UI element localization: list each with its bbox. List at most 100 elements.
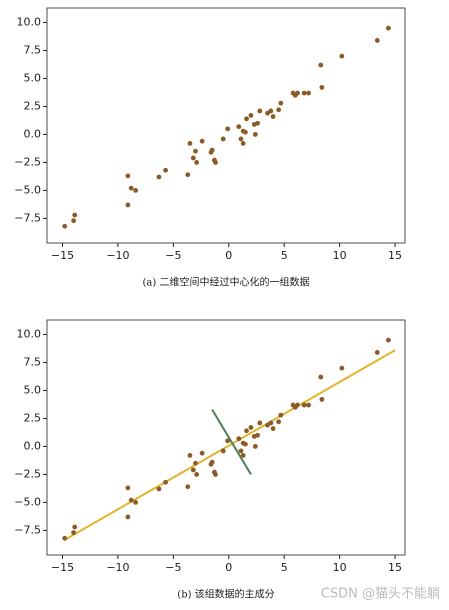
point	[276, 107, 282, 113]
point	[125, 514, 131, 520]
caption: (b) 该组数据的主成分	[177, 588, 274, 601]
plot-frame	[46, 319, 406, 556]
point	[295, 402, 300, 408]
x-tick-label: −5	[165, 249, 181, 262]
x-tick-label: −15	[51, 561, 74, 574]
caption: (a) 二维空间中经过中心化的一组数据	[143, 276, 310, 289]
point	[128, 497, 134, 503]
point	[244, 428, 249, 434]
x-tick-label: 0	[225, 561, 232, 574]
point	[185, 172, 191, 178]
point	[213, 472, 218, 477]
point	[248, 425, 254, 430]
point	[268, 420, 274, 426]
point	[71, 218, 77, 224]
point	[319, 85, 325, 90]
point	[209, 147, 215, 153]
point	[156, 486, 162, 492]
point	[190, 467, 196, 473]
point	[242, 129, 248, 135]
point	[213, 160, 218, 165]
y-tick-label: 2.5	[24, 411, 42, 424]
point	[240, 453, 246, 458]
point	[199, 450, 205, 456]
point	[128, 185, 134, 191]
point	[295, 90, 300, 96]
point	[238, 448, 244, 454]
y-tick-label: 10.0	[17, 328, 42, 341]
point	[185, 484, 191, 490]
point	[62, 535, 68, 541]
x-tick-label: 5	[281, 249, 288, 262]
point	[125, 202, 131, 208]
point	[225, 438, 231, 444]
point	[278, 412, 284, 418]
point	[199, 138, 205, 144]
point	[257, 108, 263, 114]
point	[236, 124, 242, 130]
point	[125, 173, 131, 179]
y-tick-label: −2.5	[14, 467, 41, 480]
y-tick-label: 0.0	[24, 127, 42, 140]
point	[255, 432, 260, 438]
y-tick-label: 5.0	[24, 72, 42, 85]
point	[301, 90, 307, 96]
watermark: CSDN @猫头不能躺	[321, 586, 440, 602]
y-tick-label: 7.5	[24, 356, 42, 369]
point	[156, 174, 162, 180]
x-tick-label: 5	[281, 561, 288, 574]
y-tick-label: −7.5	[14, 523, 41, 536]
y-tick-label: −5.0	[14, 495, 41, 508]
point	[319, 397, 325, 402]
point	[301, 402, 307, 408]
x-tick-label: 10	[333, 561, 347, 574]
point	[252, 132, 258, 137]
x-tick-label: 10	[333, 249, 347, 262]
point	[194, 472, 200, 477]
x-tick-label: 0	[225, 249, 232, 262]
point	[193, 148, 198, 154]
y-tick-label: 2.5	[24, 99, 42, 112]
x-tick-label: −10	[106, 561, 129, 574]
point	[133, 188, 139, 193]
point	[248, 113, 254, 118]
point	[306, 402, 311, 408]
point	[163, 167, 168, 173]
point	[194, 160, 200, 165]
point	[193, 460, 198, 466]
point	[242, 441, 248, 447]
point	[125, 485, 131, 491]
y-tick-label: 5.0	[24, 384, 42, 397]
point	[133, 500, 139, 505]
point	[225, 126, 231, 132]
point	[268, 108, 274, 114]
y-tick-label: 0.0	[24, 439, 42, 452]
point	[306, 90, 311, 96]
point	[236, 436, 242, 442]
point	[278, 100, 284, 106]
point	[257, 420, 263, 426]
component-line	[63, 349, 396, 542]
x-tick-label: −15	[51, 249, 74, 262]
point	[270, 426, 276, 431]
x-tick-label: −5	[165, 561, 181, 574]
point	[374, 350, 380, 355]
point	[238, 136, 244, 142]
point	[71, 530, 77, 536]
point	[385, 337, 391, 343]
point	[62, 223, 68, 229]
point	[72, 212, 78, 218]
point	[339, 365, 345, 371]
y-tick-label: −7.5	[14, 211, 41, 224]
point	[187, 141, 193, 146]
x-tick-label: 15	[388, 561, 402, 574]
point	[270, 114, 276, 119]
point	[163, 479, 168, 485]
point	[72, 524, 78, 530]
y-tick-label: 7.5	[24, 44, 42, 57]
point	[385, 25, 391, 31]
point	[318, 62, 324, 68]
plot-frame	[46, 7, 406, 244]
y-tick-label: 10.0	[17, 16, 42, 29]
